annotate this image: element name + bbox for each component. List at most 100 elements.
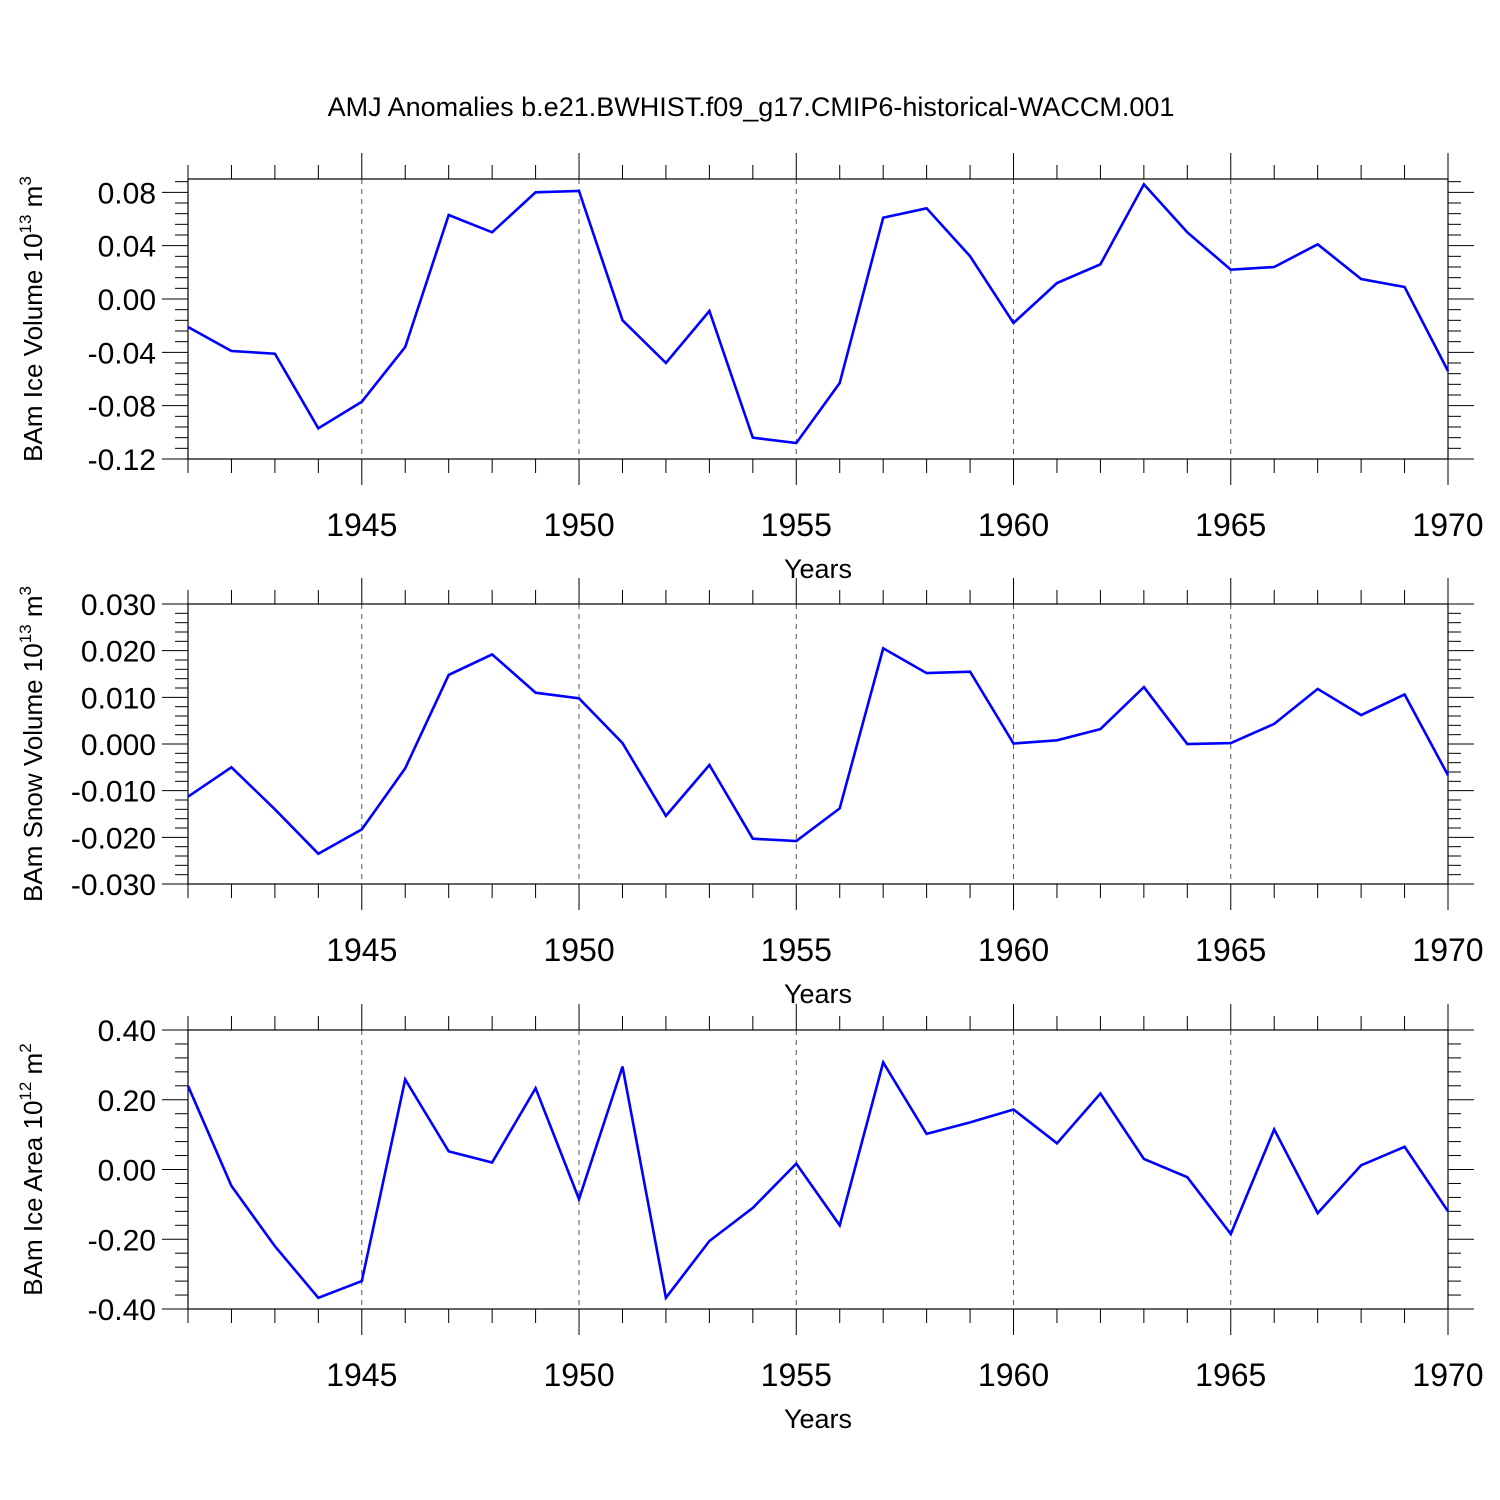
- x-tick-label: 1950: [543, 507, 614, 543]
- data-point: [665, 1297, 667, 1299]
- y-tick-label: -0.08: [88, 391, 156, 424]
- data-point: [708, 764, 710, 766]
- data-point: [1186, 743, 1188, 745]
- series-line: [187, 646, 1450, 856]
- data-point: [1012, 1108, 1015, 1111]
- figure-title: AMJ Anomalies b.e21.BWHIST.f09_g17.CMIP6…: [328, 92, 1175, 122]
- data-point: [448, 214, 450, 216]
- data-point: [1056, 282, 1058, 284]
- data-point: [1230, 269, 1232, 271]
- x-tick-label: 1955: [761, 932, 832, 968]
- y-axis-label: BAm Snow Volume 1013 m3: [16, 586, 48, 902]
- data-point: [1273, 266, 1275, 268]
- plot-frame: [187, 178, 1449, 460]
- data-point: [795, 840, 797, 842]
- data-point: [1056, 739, 1058, 741]
- panel-3: -0.40 -0.20 0.00 0.20 0.40 1945 1950 1955 1960 19…: [16, 1004, 1484, 1434]
- data-point: [969, 1121, 971, 1124]
- data-point: [187, 1085, 189, 1087]
- data-point: [187, 326, 189, 328]
- data-point: [1403, 286, 1406, 288]
- data-point: [1317, 243, 1319, 245]
- data-point: [1360, 1164, 1362, 1166]
- data-point: [969, 255, 971, 257]
- x-tick-label: 1965: [1195, 932, 1266, 968]
- y-tick-label: 0.04: [98, 231, 156, 264]
- data-point: [230, 766, 233, 768]
- panel-1: -0.12 -0.08 -0.04 0.00 0.04 0.08 1945 1950 1955 1…: [16, 153, 1484, 584]
- data-point: [1360, 278, 1362, 280]
- data-point: [752, 838, 754, 840]
- x-tick-label: 1970: [1412, 1357, 1483, 1393]
- data-point: [1230, 742, 1232, 744]
- data-point: [752, 437, 754, 439]
- data-point: [534, 1087, 537, 1089]
- data-point: [1099, 263, 1102, 265]
- data-point: [1447, 1210, 1449, 1212]
- data-point: [1186, 231, 1188, 233]
- data-point: [1012, 742, 1015, 745]
- data-point: [665, 362, 667, 364]
- data-point: [839, 1224, 841, 1226]
- data-point: [534, 191, 537, 193]
- data-point: [882, 1061, 884, 1064]
- data-point: [1230, 1233, 1232, 1235]
- data-point: [926, 1133, 928, 1135]
- data-point: [1403, 1146, 1406, 1148]
- data-point: [448, 674, 450, 676]
- data-point: [1143, 183, 1145, 185]
- data-point: [882, 647, 884, 649]
- data-point: [491, 1161, 493, 1164]
- data-point: [621, 319, 624, 321]
- data-point: [1317, 1212, 1319, 1214]
- data-point: [317, 1297, 319, 1299]
- x-axis-label: Years: [784, 979, 852, 1009]
- data-point: [1317, 688, 1319, 690]
- y-axis-label: BAm Ice Area 1012 m2: [16, 1043, 48, 1295]
- x-axis-label: Years: [784, 554, 852, 584]
- data-point: [361, 401, 363, 403]
- data-point: [404, 1078, 406, 1081]
- data-point: [187, 796, 189, 798]
- data-point: [1099, 1092, 1102, 1095]
- x-tick-label: 1950: [543, 1357, 614, 1393]
- data-point: [752, 1207, 754, 1209]
- x-tick-label: 1970: [1412, 507, 1483, 543]
- data-point: [404, 767, 406, 769]
- x-tick-label: 1970: [1412, 932, 1483, 968]
- y-tick-label: 0.40: [98, 1015, 156, 1048]
- data-point: [230, 350, 233, 352]
- data-point: [317, 427, 319, 429]
- data-point: [1056, 1142, 1058, 1144]
- data-point: [1273, 1128, 1275, 1130]
- data-point: [1360, 714, 1362, 716]
- data-point: [1099, 728, 1102, 730]
- panel-2: -0.030 -0.020 -0.010 0.000 0.010 0.020 0.030 19…: [16, 578, 1484, 1009]
- x-tick-label: 1945: [326, 507, 397, 543]
- y-tick-label: 0.020: [81, 636, 156, 669]
- data-point: [621, 1066, 624, 1068]
- data-point: [839, 807, 841, 810]
- data-point: [274, 353, 276, 355]
- x-tick-label: 1945: [326, 932, 397, 968]
- plot-frame: [187, 1029, 1449, 1310]
- y-tick-label: -0.010: [71, 776, 156, 809]
- x-tick-label: 1950: [543, 932, 614, 968]
- y-tick-label: 0.000: [81, 729, 156, 762]
- y-tick-label: 0.20: [98, 1085, 156, 1118]
- data-point: [621, 742, 624, 744]
- x-tick-label: 1955: [761, 507, 832, 543]
- data-point: [361, 828, 363, 831]
- data-point: [578, 190, 580, 192]
- data-point: [665, 815, 667, 817]
- y-tick-label: -0.12: [88, 444, 156, 477]
- data-point: [795, 1162, 797, 1165]
- x-tick-label: 1965: [1195, 507, 1266, 543]
- y-tick-label: -0.020: [71, 822, 156, 855]
- data-point: [361, 1280, 363, 1282]
- data-point: [274, 808, 276, 810]
- y-tick-label: 0.00: [98, 1155, 156, 1188]
- y-axis-label: BAm Ice Volume 1013 m3: [16, 176, 48, 462]
- x-tick-label: 1960: [978, 507, 1049, 543]
